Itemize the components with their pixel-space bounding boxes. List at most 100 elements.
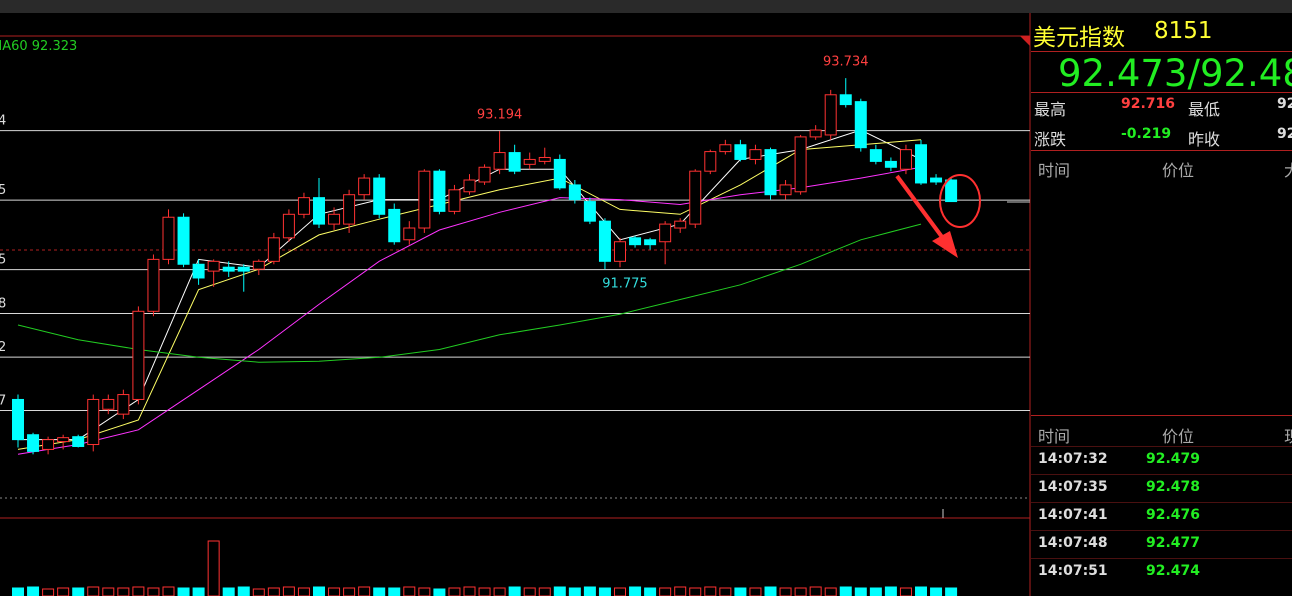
- volume-bar: [869, 587, 882, 596]
- volume-bar: [854, 587, 867, 596]
- candle-body: [629, 237, 642, 246]
- candle-body: [162, 216, 175, 260]
- candle-body: [854, 101, 867, 149]
- candle-body: [42, 439, 55, 450]
- candle-body: [27, 434, 40, 452]
- volume-bar: [72, 587, 85, 596]
- price-now: 92.473: [1058, 52, 1188, 95]
- candle-body: [117, 394, 130, 415]
- volume-bar: [689, 587, 702, 596]
- volume-bar: [132, 586, 145, 596]
- volume-bar: [523, 587, 536, 596]
- candle-body: [222, 266, 235, 272]
- column-header: 时间: [1038, 161, 1071, 180]
- price-2: 92.484: [1199, 52, 1292, 95]
- tick-time: 14:07:51: [1038, 563, 1108, 579]
- column-header: 大: [1284, 157, 1292, 181]
- volume-bar: [267, 587, 280, 596]
- y-tick-label: 5: [0, 183, 6, 198]
- tick-time: 14:07:35: [1038, 479, 1108, 495]
- candle-body: [689, 170, 702, 225]
- stat-label: 涨跌: [1034, 130, 1067, 149]
- row-line: [1031, 474, 1292, 475]
- volume-bar: [930, 587, 943, 596]
- candle-body: [147, 258, 160, 312]
- toolbar: [0, 0, 1292, 13]
- y-tick-label: 7: [0, 394, 6, 409]
- candle-body: [72, 436, 85, 447]
- arrow-head: [932, 231, 958, 258]
- volume-bar: [809, 586, 822, 596]
- volume-bar: [388, 587, 401, 596]
- volume-bar: [478, 587, 491, 596]
- volume-bar: [824, 587, 837, 596]
- volume-bar: [162, 586, 175, 596]
- row-line: [1031, 446, 1292, 447]
- volume-bar: [538, 587, 551, 596]
- y-tick-label: 4: [0, 114, 6, 129]
- volume-bar: [884, 586, 897, 596]
- volume-bar: [373, 587, 386, 596]
- volume-bar: [343, 587, 356, 596]
- price-annotation: 93.734: [823, 55, 869, 70]
- candle-body: [809, 129, 822, 138]
- slash: /: [1187, 52, 1200, 95]
- circle: [939, 174, 981, 228]
- y-tick-label: 5: [0, 253, 6, 268]
- row-line: [1031, 530, 1292, 531]
- volume-bar: [945, 587, 958, 596]
- stat-value: 92.716: [1121, 96, 1176, 112]
- candle-body: [734, 144, 747, 160]
- price: 92.473/92.484: [1058, 52, 1292, 95]
- sep: [1031, 415, 1292, 416]
- candle-body: [12, 398, 24, 441]
- chart: MA60 92.323 4 5 5 8 2 7 93.734 93.194 91.775: [0, 13, 1031, 596]
- candle-body: [674, 220, 687, 229]
- candle-body: [839, 94, 852, 106]
- candle-body: [297, 197, 310, 215]
- volume-bar: [644, 587, 657, 596]
- column-header: 时间: [1038, 427, 1071, 446]
- volume-bar: [418, 587, 431, 596]
- candle-body: [463, 179, 476, 193]
- candle-body: [373, 177, 386, 215]
- candle-body: [343, 194, 356, 225]
- volume-bar: [192, 587, 205, 596]
- volume-bar: [629, 586, 642, 596]
- sep: [1031, 92, 1292, 93]
- ma-line: [17, 223, 922, 363]
- corner-marker: [1020, 36, 1030, 46]
- candle-body: [102, 398, 115, 410]
- volume-bar: [222, 587, 235, 596]
- candle-body: [433, 170, 446, 212]
- volume-bar: [463, 586, 476, 596]
- candle-body: [568, 184, 581, 201]
- tick-time: 14:07:41: [1038, 507, 1108, 523]
- volume-bar: [237, 586, 250, 596]
- candle-body: [899, 149, 912, 170]
- volume-bar: [704, 586, 717, 596]
- candle-body: [388, 208, 401, 243]
- volume-bar: [583, 586, 596, 596]
- volume-bar: [749, 587, 762, 596]
- candle-body: [267, 237, 280, 262]
- column-header: 现: [1284, 423, 1292, 447]
- y-tick-label: 2: [0, 340, 6, 355]
- candle-body: [57, 437, 70, 443]
- ma-label: MA60 92.323: [0, 39, 77, 54]
- candle-body: [779, 184, 792, 196]
- y-tick-label: 8: [0, 296, 6, 311]
- candle-body: [207, 260, 220, 272]
- tick-time: 14:07:32: [1038, 451, 1108, 467]
- stat-value: 92: [1277, 96, 1292, 112]
- arrow: [895, 174, 947, 243]
- sep: [1031, 150, 1292, 151]
- volume-bar: [177, 587, 190, 596]
- volume-bar: [57, 587, 70, 596]
- overlay: [895, 174, 981, 258]
- column-header: 价位: [1162, 161, 1195, 180]
- volume-bar: [794, 587, 807, 596]
- volume-bar: [779, 587, 792, 596]
- stat-label: 最低: [1188, 100, 1221, 119]
- volume-bar: [764, 586, 777, 596]
